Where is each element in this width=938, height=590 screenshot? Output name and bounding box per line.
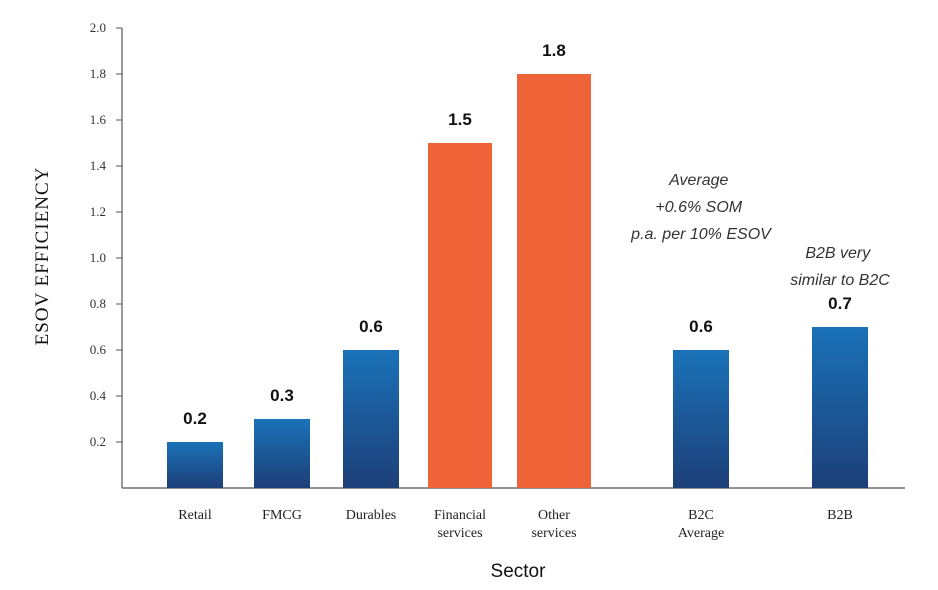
bar-value-label: 0.7 [828, 294, 852, 313]
category-label: services [437, 526, 482, 541]
y-tick-label: 1.6 [90, 112, 107, 127]
bar-value-label: 1.8 [542, 41, 566, 60]
bar-value-label: 0.2 [183, 409, 207, 428]
category-label: FMCG [262, 508, 302, 523]
y-tick-label: 2.0 [90, 20, 106, 35]
y-tick-label: 0.2 [90, 434, 106, 449]
y-tick-label: 1.0 [90, 250, 106, 265]
y-ticks: 2.0 1.8 1.6 1.4 1.2 1.0 0.8 0.6 0.4 0.2 [90, 20, 122, 449]
bar [812, 327, 868, 488]
y-tick-label: 1.2 [90, 204, 106, 219]
y-axis-title: ESOV EFFICIENCY [32, 167, 53, 346]
bar [167, 442, 223, 488]
category-labels: Retail FMCG Durables Financial services Other… [178, 508, 853, 541]
bar-value-label: 0.6 [689, 317, 713, 336]
b2b-annotation-line-1: B2B very [805, 245, 871, 262]
average-annotation-line-1: Average [668, 172, 728, 189]
category-label: Financial [434, 508, 486, 523]
y-tick-label: 0.4 [90, 388, 107, 403]
bar [343, 350, 399, 488]
category-label: B2C [688, 508, 714, 523]
category-label: B2B [827, 508, 853, 523]
category-label: Durables [346, 508, 397, 523]
category-label: services [531, 526, 576, 541]
average-annotation: Average +0.6% SOM p.a. per 10% ESOV [630, 172, 772, 243]
x-axis-title: Sector [491, 561, 547, 582]
bar-value-label: 0.6 [359, 317, 383, 336]
category-label: Other [538, 508, 570, 523]
category-label: Retail [178, 508, 212, 523]
average-annotation-line-2: +0.6% SOM [655, 199, 742, 216]
y-tick-label: 0.8 [90, 296, 106, 311]
category-label: Average [678, 526, 724, 541]
bar [517, 74, 591, 488]
b2b-annotation-line-2: similar to B2C [790, 272, 890, 289]
bar [673, 350, 729, 488]
b2b-annotation: B2B very similar to B2C [790, 245, 890, 289]
y-tick-label: 1.4 [90, 158, 107, 173]
bars [167, 74, 868, 488]
average-annotation-line-3: p.a. per 10% ESOV [630, 226, 772, 243]
y-tick-label: 0.6 [90, 342, 107, 357]
bar-value-label: 0.3 [270, 386, 294, 405]
bar-value-label: 1.5 [448, 110, 472, 129]
y-tick-label: 1.8 [90, 66, 106, 81]
value-labels: 0.2 0.3 0.6 1.5 1.8 0.6 0.7 [183, 41, 852, 428]
bar [254, 419, 310, 488]
bar [428, 143, 492, 488]
